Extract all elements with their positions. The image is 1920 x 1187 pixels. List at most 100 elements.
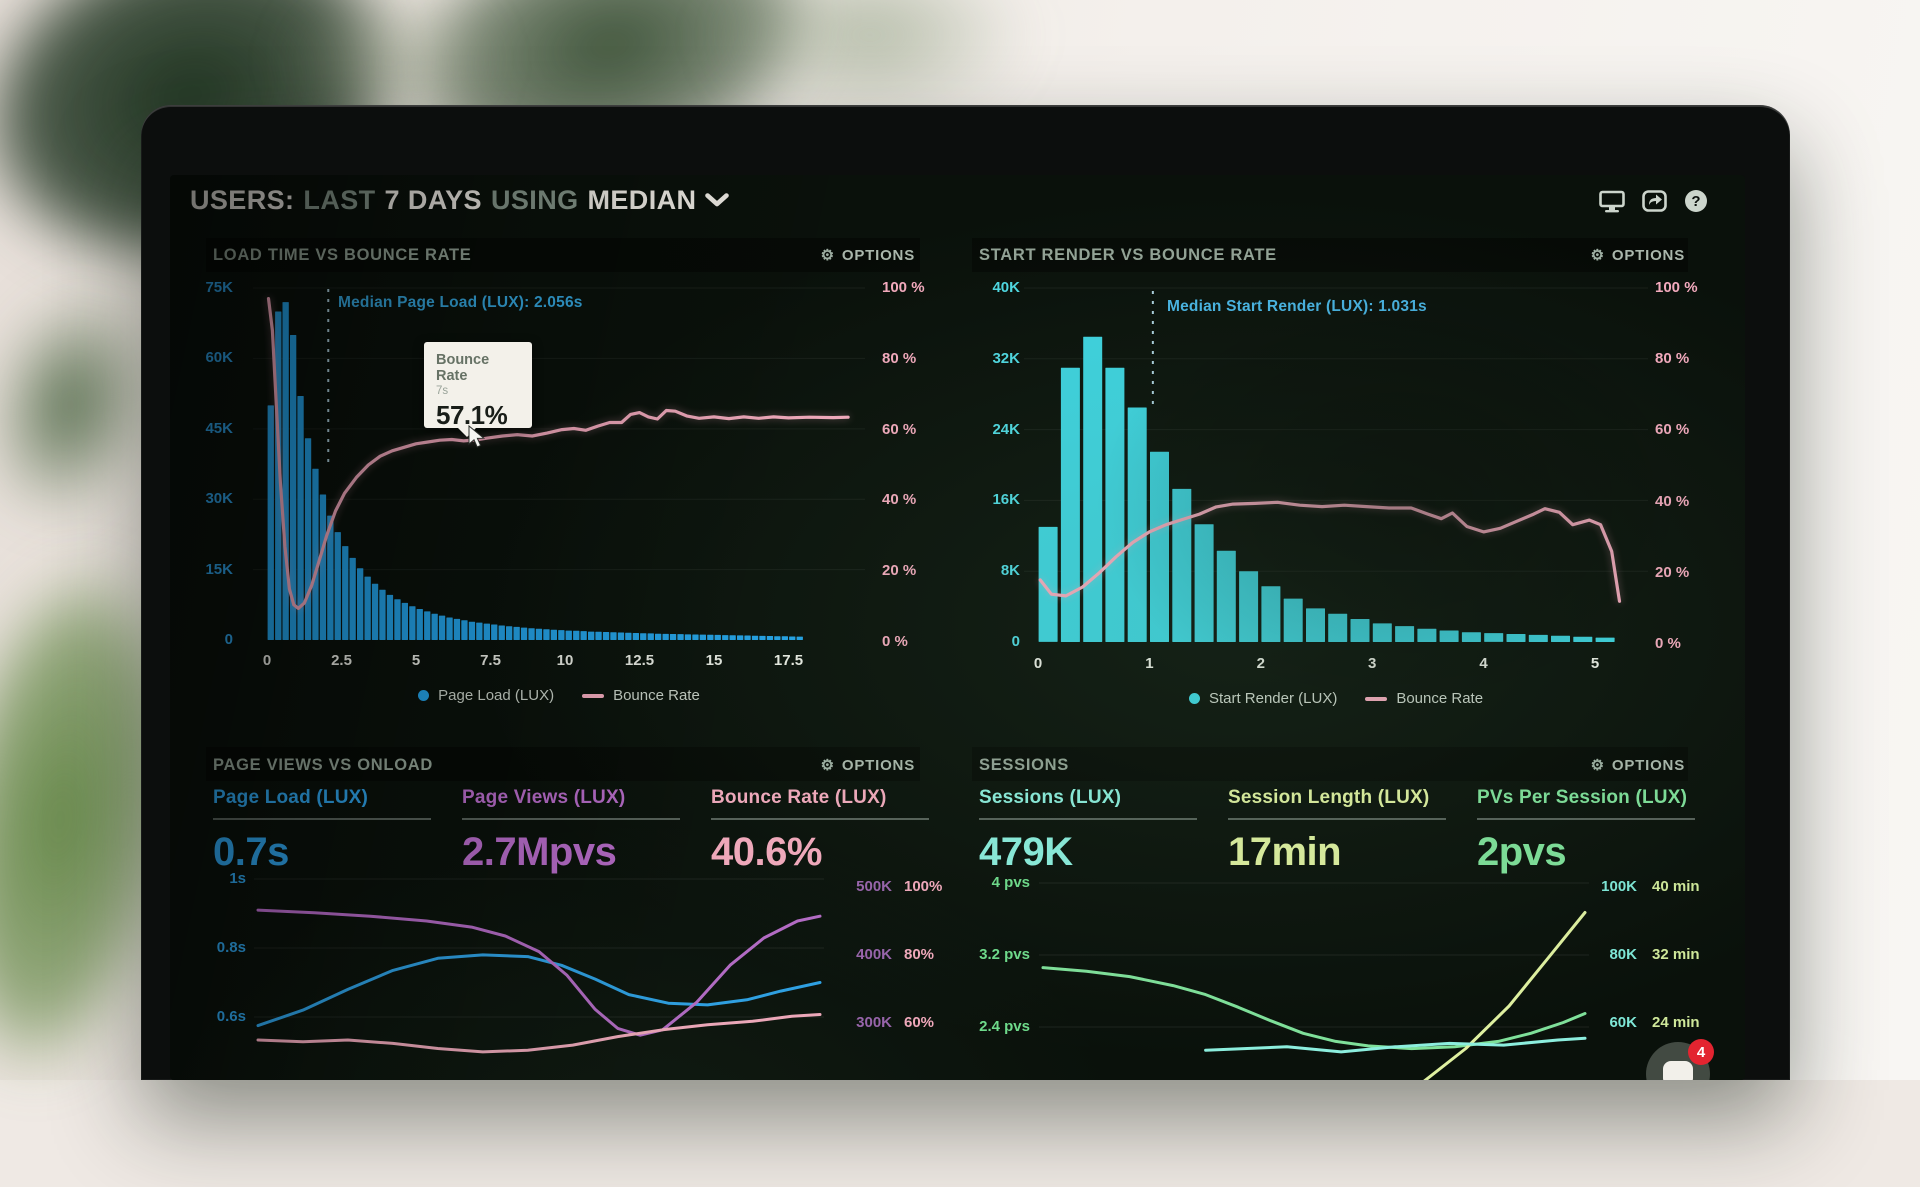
bar[interactable] — [759, 636, 765, 640]
bar[interactable] — [417, 609, 423, 640]
bar[interactable] — [305, 438, 311, 640]
bar[interactable] — [610, 632, 616, 640]
bar[interactable] — [566, 631, 572, 640]
sessions-chart[interactable] — [1035, 868, 1593, 1080]
bar[interactable] — [692, 635, 698, 641]
bar[interactable] — [1351, 619, 1370, 642]
bar[interactable] — [744, 636, 750, 641]
bar[interactable] — [432, 614, 438, 640]
bar[interactable] — [320, 495, 326, 641]
bar[interactable] — [1417, 629, 1436, 642]
bar[interactable] — [394, 599, 400, 640]
bar[interactable] — [1507, 634, 1526, 642]
share-icon[interactable] — [1641, 189, 1667, 213]
bar[interactable] — [730, 635, 736, 640]
bar[interactable] — [268, 405, 274, 640]
bar[interactable] — [737, 635, 743, 640]
bar[interactable] — [670, 634, 676, 640]
bar[interactable] — [1462, 632, 1481, 642]
bar[interactable] — [506, 626, 512, 640]
bar[interactable] — [409, 606, 415, 640]
bar[interactable] — [581, 631, 587, 640]
bar[interactable] — [722, 635, 728, 640]
bar[interactable] — [551, 630, 557, 640]
bar[interactable] — [595, 632, 601, 640]
bar[interactable] — [1239, 571, 1258, 642]
bar[interactable] — [469, 622, 475, 640]
bar[interactable] — [774, 636, 780, 640]
bar[interactable] — [350, 558, 356, 640]
bar[interactable] — [1551, 636, 1570, 642]
help-icon[interactable]: ? — [1683, 189, 1709, 213]
bar[interactable] — [1195, 524, 1214, 642]
bar[interactable] — [499, 626, 505, 641]
bar[interactable] — [625, 633, 631, 640]
bar[interactable] — [365, 577, 371, 640]
bar[interactable] — [484, 624, 490, 640]
bar[interactable] — [402, 603, 408, 640]
bar[interactable] — [454, 619, 460, 640]
bar[interactable] — [685, 634, 691, 640]
bar[interactable] — [372, 584, 378, 640]
bar[interactable] — [379, 590, 385, 640]
bar[interactable] — [618, 633, 624, 641]
display-icon[interactable] — [1599, 189, 1625, 213]
load-time-chart[interactable] — [251, 283, 867, 655]
bar[interactable] — [424, 611, 430, 640]
bar[interactable] — [1573, 637, 1592, 642]
bar[interactable] — [707, 635, 713, 640]
bar[interactable] — [640, 633, 646, 640]
bar[interactable] — [335, 532, 341, 640]
bar[interactable] — [1128, 408, 1147, 643]
bar[interactable] — [1217, 551, 1236, 642]
bar[interactable] — [491, 625, 497, 641]
bar[interactable] — [1284, 599, 1303, 642]
bar[interactable] — [1083, 337, 1102, 642]
bar[interactable] — [558, 630, 564, 640]
bar[interactable] — [1172, 489, 1191, 642]
bar[interactable] — [1150, 452, 1169, 642]
bar[interactable] — [528, 628, 534, 640]
bar[interactable] — [663, 634, 669, 640]
bar[interactable] — [700, 635, 706, 640]
bar[interactable] — [521, 628, 527, 640]
bar[interactable] — [1596, 638, 1615, 642]
options-button[interactable]: ⚙OPTIONS — [821, 246, 915, 264]
bar[interactable] — [342, 546, 348, 640]
bar[interactable] — [536, 629, 542, 640]
bar[interactable] — [387, 595, 393, 640]
bar[interactable] — [655, 634, 661, 640]
bar[interactable] — [797, 637, 803, 640]
bar[interactable] — [461, 620, 467, 640]
start-render-chart[interactable] — [1022, 283, 1650, 655]
bar[interactable] — [1061, 368, 1080, 642]
bar[interactable] — [1328, 614, 1347, 642]
bar[interactable] — [767, 636, 773, 640]
bar[interactable] — [573, 631, 579, 640]
chevron-down-icon[interactable] — [705, 193, 729, 208]
bar[interactable] — [446, 618, 452, 641]
chat-widget-button[interactable]: 4 — [1646, 1042, 1710, 1080]
bar[interactable] — [514, 627, 520, 640]
bar[interactable] — [1306, 608, 1325, 642]
bar[interactable] — [752, 636, 758, 640]
page-views-chart[interactable] — [250, 868, 828, 1080]
bar[interactable] — [782, 636, 788, 640]
bar[interactable] — [677, 634, 683, 640]
bar[interactable] — [588, 632, 594, 640]
bar[interactable] — [1529, 635, 1548, 642]
bar[interactable] — [603, 632, 609, 640]
bar[interactable] — [715, 635, 721, 640]
bar[interactable] — [633, 633, 639, 640]
bar[interactable] — [543, 629, 549, 640]
options-button[interactable]: ⚙OPTIONS — [1591, 756, 1685, 774]
bar[interactable] — [357, 568, 363, 640]
bar[interactable] — [1039, 527, 1058, 642]
bar[interactable] — [1395, 626, 1414, 642]
bar[interactable] — [1373, 623, 1392, 642]
bar[interactable] — [1261, 586, 1280, 642]
bar[interactable] — [1484, 633, 1503, 642]
bar[interactable] — [648, 633, 654, 640]
bar[interactable] — [312, 469, 318, 640]
bar[interactable] — [476, 623, 482, 640]
